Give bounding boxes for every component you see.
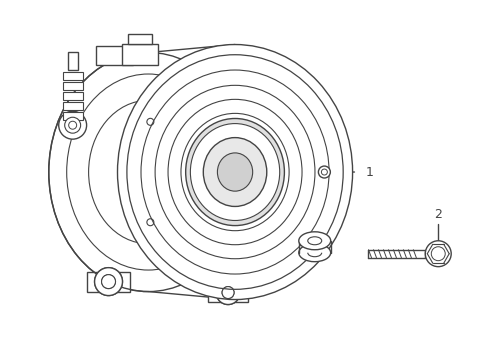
- Text: 3: 3: [255, 240, 263, 253]
- Bar: [63, 102, 83, 110]
- Ellipse shape: [203, 138, 267, 206]
- Circle shape: [69, 121, 76, 129]
- Bar: [96, 45, 133, 66]
- Circle shape: [216, 280, 240, 305]
- Circle shape: [95, 268, 122, 296]
- Circle shape: [147, 219, 154, 226]
- Bar: [63, 112, 83, 120]
- Circle shape: [222, 287, 234, 298]
- Bar: [68, 53, 77, 71]
- Bar: [63, 92, 83, 100]
- Circle shape: [321, 169, 327, 175]
- Circle shape: [216, 280, 240, 305]
- Bar: [87, 272, 130, 292]
- Ellipse shape: [186, 118, 284, 226]
- Circle shape: [425, 241, 451, 267]
- Circle shape: [65, 117, 81, 133]
- Text: 1: 1: [365, 166, 373, 179]
- Bar: [122, 44, 158, 66]
- Ellipse shape: [191, 123, 280, 220]
- Circle shape: [95, 268, 122, 296]
- Circle shape: [144, 215, 157, 229]
- Circle shape: [431, 247, 445, 261]
- Ellipse shape: [118, 45, 353, 300]
- Circle shape: [59, 111, 87, 139]
- Bar: [128, 33, 152, 44]
- Ellipse shape: [218, 153, 253, 191]
- Text: 2: 2: [434, 208, 442, 221]
- Circle shape: [222, 287, 234, 298]
- Ellipse shape: [299, 244, 331, 262]
- Circle shape: [101, 275, 116, 289]
- Ellipse shape: [299, 232, 331, 250]
- Bar: [63, 82, 83, 90]
- Circle shape: [318, 166, 330, 178]
- Bar: [208, 284, 248, 302]
- Circle shape: [144, 115, 157, 129]
- Ellipse shape: [308, 237, 322, 245]
- Ellipse shape: [49, 53, 248, 292]
- Circle shape: [101, 275, 116, 289]
- Circle shape: [147, 118, 154, 125]
- Bar: [63, 72, 83, 80]
